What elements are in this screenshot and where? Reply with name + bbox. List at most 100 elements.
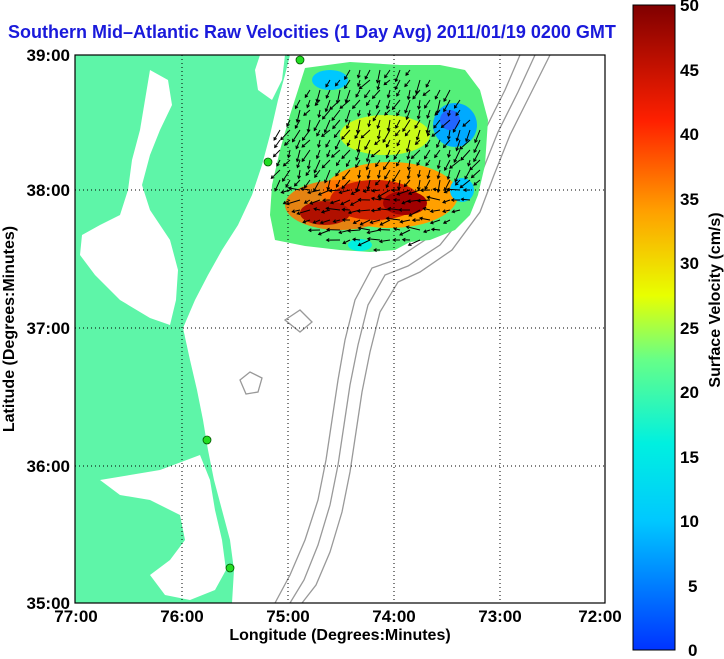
- velocity-arrow: [356, 208, 371, 213]
- velocity-arrow: [371, 89, 381, 100]
- velocity-arrow: [331, 109, 341, 121]
- velocity-arrow: [344, 79, 351, 90]
- velocity-arrow: [449, 159, 461, 169]
- velocity-arrow: [328, 188, 341, 193]
- velocity-arrow: [294, 99, 301, 110]
- colorbar-tick-label: 50: [680, 0, 699, 15]
- velocity-arrow: [356, 69, 361, 79]
- grid-lines: [75, 55, 605, 603]
- velocity-arrow: [295, 149, 301, 163]
- velocity-arrow: [431, 129, 441, 137]
- colorbar-tick-label: 45: [680, 61, 699, 80]
- velocity-arrow: [332, 119, 341, 130]
- velocity-arrow: [342, 169, 351, 180]
- velocity-arrow: [338, 189, 351, 195]
- velocity-arrow: [378, 239, 391, 244]
- velocity-arrow: [416, 198, 431, 203]
- velocity-arrow: [419, 188, 431, 193]
- velocity-arrow: [341, 217, 351, 222]
- y-tick-label: 38:00: [27, 181, 70, 200]
- velocity-arrow: [299, 187, 311, 191]
- velocity-arrow: [424, 179, 431, 191]
- velocity-arrow: [357, 169, 362, 179]
- velocity-arrow: [304, 89, 311, 99]
- velocity-arrow: [396, 159, 401, 167]
- velocity-arrow: [425, 139, 431, 148]
- velocity-arrow: [325, 89, 331, 99]
- y-axis-label: Latitude (Degrees:Minutes): [1, 226, 18, 432]
- velocity-arrow: [377, 189, 391, 198]
- velocity-arrow: [406, 169, 411, 180]
- velocity-arrow: [383, 159, 391, 171]
- velocity-arrow: [387, 206, 401, 211]
- velocity-arrow: [301, 129, 311, 141]
- velocity-arrow: [301, 139, 311, 148]
- velocity-arrow: [451, 209, 461, 214]
- y-axis-ticks: 39:00 38:00 37:00 36:00 35:00: [27, 46, 70, 613]
- velocity-arrow: [357, 109, 361, 118]
- velocity-arrow: [341, 179, 351, 190]
- velocity-arrow: [424, 99, 431, 109]
- velocity-arrow: [405, 69, 411, 76]
- velocity-arrow: [403, 179, 411, 188]
- velocity-arrow: [321, 109, 331, 120]
- velocity-arrow: [276, 159, 281, 167]
- velocity-arrow: [334, 139, 341, 150]
- velocity-arrow: [404, 129, 411, 137]
- velocity-arrow: [313, 207, 321, 212]
- velocity-arrow: [393, 149, 401, 160]
- velocity-arrow: [444, 159, 451, 171]
- velocity-arrow: [370, 208, 381, 213]
- velocity-arrow: [274, 179, 281, 192]
- velocity-arrow: [432, 187, 441, 192]
- velocity-arrow: [305, 169, 311, 177]
- velocity-arrow: [430, 227, 441, 232]
- x-tick-label: 75:00: [266, 607, 309, 626]
- velocity-arrow: [326, 227, 341, 232]
- velocity-arrow: [416, 159, 421, 167]
- velocity-arrow: [474, 129, 481, 144]
- velocity-arrow: [454, 179, 461, 186]
- velocity-arrow: [447, 149, 451, 158]
- velocity-arrow: [366, 179, 371, 191]
- velocity-arrow: [314, 99, 321, 107]
- velocity-arrow: [335, 169, 341, 177]
- velocity-arrow: [294, 119, 301, 129]
- velocity-arrow: [357, 226, 371, 231]
- velocity-arrow: [436, 159, 441, 170]
- velocity-arrow: [364, 139, 371, 151]
- station-marker: [225, 563, 235, 573]
- velocity-arrow: [301, 149, 311, 163]
- velocity-arrow: [314, 169, 321, 178]
- velocity-arrow: [325, 79, 331, 88]
- velocity-arrow: [385, 139, 391, 148]
- velocity-arrow: [359, 219, 371, 226]
- velocity-arrow: [406, 89, 411, 101]
- velocity-arrow: [385, 149, 391, 159]
- velocity-arrow: [434, 89, 441, 100]
- velocity-arrow: [404, 79, 411, 88]
- velocity-arrow: [309, 199, 321, 205]
- velocity-arrow: [426, 129, 431, 137]
- velocity-arrow: [376, 129, 381, 140]
- velocity-arrow: [415, 129, 421, 141]
- velocity-arrow: [455, 129, 461, 142]
- velocity-arrow: [442, 199, 451, 204]
- velocity-field: [270, 62, 488, 253]
- velocity-arrow: [384, 169, 391, 180]
- velocity-arrow: [414, 139, 421, 145]
- velocity-arrow: [272, 149, 281, 158]
- colorbar-tick-label: 35: [680, 190, 699, 209]
- velocity-arrow: [341, 207, 351, 212]
- velocity-arrow: [396, 109, 401, 117]
- velocity-arrow: [344, 89, 351, 104]
- velocity-arrow: [365, 149, 371, 163]
- velocity-arrow: [355, 159, 361, 169]
- velocity-arrow: [377, 196, 391, 201]
- velocity-arrow: [416, 109, 421, 120]
- colorbar-tick-label: 25: [680, 319, 699, 338]
- velocity-arrow: [406, 149, 411, 160]
- velocity-arrow: [375, 69, 381, 84]
- velocity-arrow: [326, 149, 331, 158]
